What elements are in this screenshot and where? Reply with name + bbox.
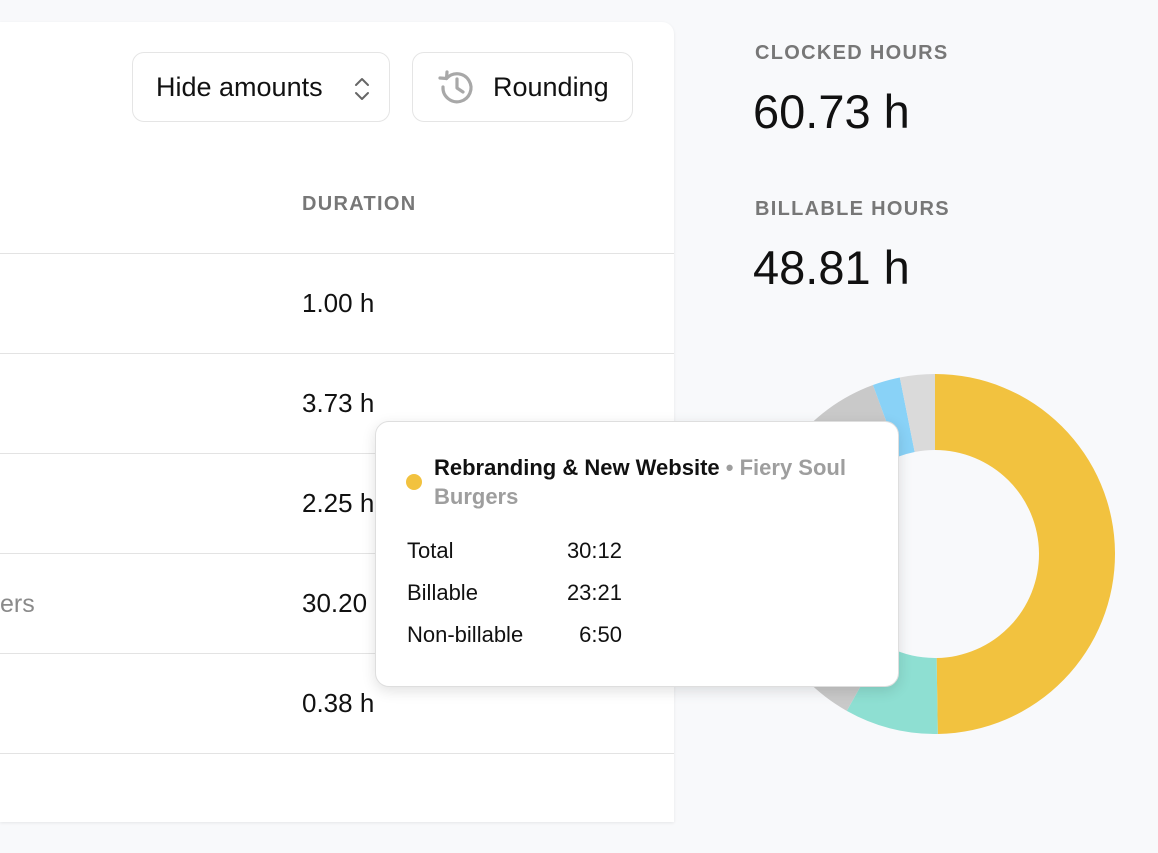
tooltip-project-name: Rebranding & New Website — [434, 455, 720, 480]
tooltip-separator: • — [725, 455, 734, 480]
rounding-button[interactable]: Rounding — [412, 52, 633, 122]
table-row-divider — [0, 753, 674, 853]
table-row[interactable]: 1.00 h — [0, 253, 674, 353]
tooltip-row-value: 23:21 — [566, 580, 622, 605]
table-row[interactable]: 3.73 h — [0, 353, 674, 453]
table-row[interactable]: 2.25 h — [0, 453, 674, 553]
tooltip-client-name: Fiery Soul Burgers — [434, 455, 846, 509]
tooltip-row-value: 30:12 — [566, 538, 622, 563]
table-row[interactable]: ers 30.20 h — [0, 553, 674, 653]
client-text: ers — [0, 590, 35, 618]
project-tooltip: Rebranding & New Website • Fiery Soul Bu… — [375, 421, 899, 687]
donut-slice-1[interactable] — [846, 644, 938, 734]
duration-cell: 3.73 h — [302, 388, 375, 418]
hide-amounts-select[interactable]: Hide amounts — [132, 52, 390, 122]
duration-cell: 30.20 h — [302, 588, 389, 618]
clocked-hours-value: 60.73 h — [753, 85, 910, 138]
tooltip-title: Rebranding & New Website • Fiery Soul Bu… — [434, 453, 874, 511]
chevron-up-down-icon — [355, 78, 369, 100]
tooltip-row-label: Billable — [407, 580, 478, 605]
donut-slice-3[interactable] — [872, 377, 915, 457]
tooltip-row-label: Total — [407, 538, 454, 563]
project-color-dot — [406, 474, 422, 490]
donut-slice-4[interactable] — [899, 374, 935, 453]
duration-cell: 1.00 h — [302, 288, 375, 318]
donut-slice-0[interactable] — [935, 374, 1115, 734]
tooltip-row-value: 6:50 — [579, 622, 622, 647]
duration-cell: 2.25 h — [302, 488, 375, 518]
billable-hours-label: BILLABLE HOURS — [755, 198, 950, 220]
table-row[interactable]: 0.38 h — [0, 653, 674, 753]
tooltip-total-row: Total 30:12 — [407, 538, 622, 564]
duration-column-header[interactable]: DURATION — [302, 193, 417, 215]
clocked-hours-label: CLOCKED HOURS — [755, 42, 949, 64]
billable-hours-value: 48.81 h — [753, 241, 910, 294]
tooltip-nonbillable-row: Non-billable 6:50 — [407, 622, 622, 648]
hide-amounts-label: Hide amounts — [156, 71, 323, 102]
rounding-label: Rounding — [493, 71, 609, 102]
tooltip-billable-row: Billable 23:21 — [407, 580, 622, 606]
duration-cell: 0.38 h — [302, 688, 375, 718]
history-clock-icon — [438, 70, 473, 104]
tooltip-row-label: Non-billable — [407, 622, 524, 647]
